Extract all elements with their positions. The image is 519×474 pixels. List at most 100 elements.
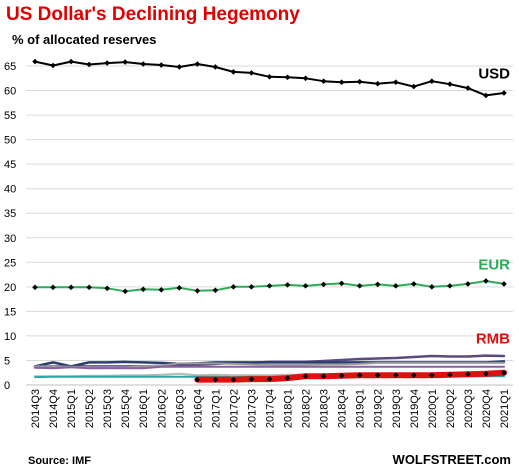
- usd-point: [284, 74, 291, 81]
- series-6-line: [34, 365, 505, 370]
- eur-point: [284, 282, 291, 288]
- x-tick-label: 2017Q1: [210, 389, 222, 428]
- rmb-point: [374, 372, 381, 378]
- x-tick-label: 2018Q1: [283, 389, 295, 428]
- usd-point: [392, 79, 399, 85]
- usd-point: [194, 61, 201, 67]
- y-tick-label: 55: [4, 110, 16, 122]
- y-tick-label: 35: [4, 208, 16, 220]
- eur-point: [392, 283, 399, 289]
- eur-point: [465, 281, 471, 287]
- usd-point: [176, 64, 183, 70]
- eur-point: [86, 284, 92, 291]
- x-tick-label: 2014Q4: [48, 389, 60, 428]
- eur-point: [122, 288, 129, 295]
- y-tick-label: 40: [4, 184, 16, 196]
- rmb-point: [501, 369, 507, 376]
- usd-point: [465, 85, 471, 91]
- usd-point: [302, 75, 309, 82]
- rmb-point: [194, 376, 201, 383]
- x-tick-label: 2017Q2: [228, 389, 240, 428]
- x-tick-label: 2021Q1: [499, 389, 511, 428]
- x-tick-label: 2018Q4: [337, 389, 349, 428]
- eur-point: [176, 285, 183, 291]
- usd-point: [374, 80, 381, 87]
- x-tick-label: 2019Q4: [409, 389, 421, 428]
- rmb-point: [429, 372, 435, 378]
- y-tick-label: 20: [4, 282, 16, 294]
- x-tick-label: 2015Q2: [84, 389, 96, 428]
- y-tick-label: 65: [4, 61, 16, 73]
- eur-point: [32, 284, 38, 291]
- chart-title: US Dollar's Declining Hegemony: [6, 4, 300, 25]
- x-tick-label: 2020Q4: [481, 389, 493, 428]
- rmb-point: [230, 376, 237, 383]
- rmb-point: [465, 371, 471, 378]
- y-tick-label: 45: [4, 159, 16, 171]
- eur-point: [447, 283, 453, 289]
- eur-point: [356, 283, 363, 289]
- usd-point: [230, 69, 237, 75]
- usd-point: [410, 83, 417, 90]
- usd-point: [429, 78, 435, 85]
- usd-point: [501, 90, 507, 96]
- x-tick-label: 2015Q1: [66, 389, 78, 428]
- usd-point: [158, 62, 165, 68]
- rmb-point: [447, 371, 453, 378]
- x-tick-label: 2016Q3: [174, 389, 186, 428]
- eur-point: [248, 284, 255, 290]
- x-tick-label: 2017Q3: [246, 389, 258, 428]
- x-tick-label: 2016Q4: [192, 389, 204, 428]
- x-tick-label: 2016Q2: [156, 389, 168, 428]
- rmb-point: [410, 372, 417, 378]
- rmb-series-label: RMB: [476, 330, 510, 347]
- usd-point: [447, 81, 453, 87]
- y-tick-label: 0: [4, 380, 10, 392]
- x-tick-label: 2015Q3: [102, 389, 114, 428]
- y-tick-label: 60: [4, 86, 16, 98]
- y-tick-label: 5: [4, 355, 10, 367]
- usd-point: [338, 79, 345, 85]
- usd-point: [32, 58, 38, 65]
- usd-point: [356, 78, 363, 85]
- eur-point: [302, 283, 309, 289]
- source-note: Source: IMF: [28, 455, 91, 467]
- usd-point: [212, 64, 219, 70]
- usd-point: [104, 60, 110, 66]
- rmb-point: [356, 372, 363, 378]
- usd-point: [86, 61, 92, 68]
- rmb-point: [284, 375, 291, 381]
- usd-point: [483, 92, 489, 99]
- x-tick-label: 2015Q4: [120, 389, 132, 428]
- rmb-point: [320, 373, 327, 379]
- x-tick-label: 2019Q1: [355, 389, 367, 428]
- rmb-line: [194, 369, 507, 383]
- y-tick-label: 30: [4, 233, 16, 245]
- usd-point: [50, 62, 56, 69]
- rmb-point: [212, 376, 219, 383]
- y-tick-label: 25: [4, 257, 16, 269]
- eur-point: [320, 281, 327, 288]
- usd-point: [320, 78, 327, 85]
- rmb-point: [483, 370, 489, 377]
- usd-point: [140, 61, 147, 67]
- eur-point: [140, 286, 147, 293]
- rmb-point: [302, 373, 309, 379]
- rmb-point: [392, 372, 399, 378]
- y-tick-label: 10: [4, 331, 16, 343]
- eur-point: [212, 287, 219, 294]
- eur-point: [374, 281, 381, 288]
- rmb-point: [338, 372, 345, 379]
- eur-point: [338, 280, 345, 287]
- y-tick-label: 15: [4, 306, 16, 318]
- eur-point: [194, 287, 201, 294]
- x-tick-label: 2018Q2: [301, 389, 313, 428]
- eur-point: [158, 286, 165, 293]
- usd-point: [266, 73, 273, 80]
- x-tick-label: 2019Q3: [391, 389, 403, 428]
- watermark: WOLFSTREET.com: [392, 452, 511, 467]
- x-tick-label: 2017Q4: [265, 389, 277, 428]
- eur-point: [266, 283, 273, 289]
- eur-series-label: EUR: [478, 257, 510, 274]
- eur-point: [483, 278, 489, 284]
